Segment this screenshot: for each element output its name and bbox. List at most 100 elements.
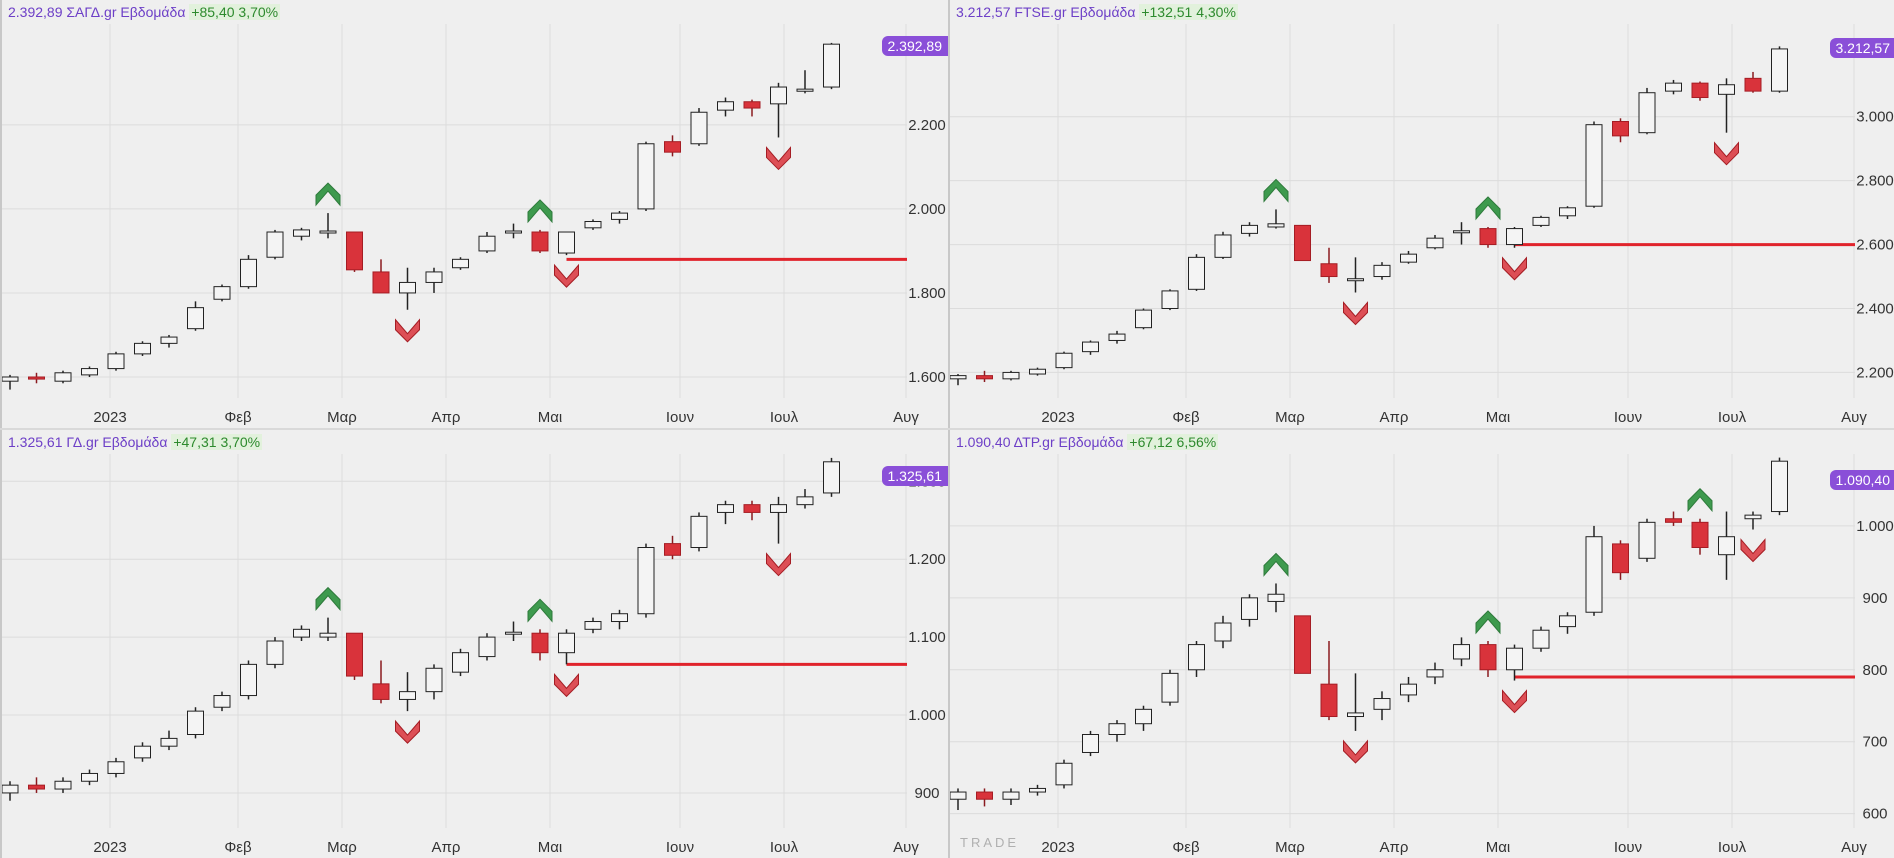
y-tick-label: 700 (1862, 734, 1887, 751)
candle-body (1665, 518, 1682, 523)
candle-body (1532, 216, 1550, 226)
chart-svg-sagd[interactable]: 2023 Φεβ Μαρ Απρ Μαι Ιουν Ιουλ Αυγ 1.600 1.800 2.0… (2, 0, 948, 428)
candle-body (1479, 644, 1497, 671)
candle (399, 672, 416, 712)
candle-body (399, 281, 416, 294)
candle (266, 637, 284, 669)
down-arrow-icon (1502, 689, 1527, 714)
candle (950, 374, 967, 386)
candle-body (976, 375, 993, 380)
last-price-badge: 1.325,61 (881, 466, 948, 486)
candle-body (293, 628, 310, 638)
candle-body (531, 231, 549, 252)
x-tick-label: Φεβ (1172, 409, 1200, 426)
candle (187, 301, 204, 331)
candle-body (690, 515, 708, 549)
candle-body (1426, 237, 1444, 249)
candle-body (1638, 521, 1656, 559)
candle (2, 781, 19, 801)
candle-body (823, 461, 840, 494)
header-change-pct: 3,70% (220, 434, 261, 450)
candle (1691, 518, 1709, 555)
header-change-value: +67,12 (1129, 434, 1173, 450)
candle (54, 777, 72, 793)
candle-body (452, 258, 469, 269)
candle-body (1267, 593, 1285, 602)
header-value: 1.090,40 (956, 434, 1011, 450)
candle (1029, 367, 1046, 376)
header-symbol: ΣΑΓΔ.gr (66, 4, 117, 20)
candle-body (1771, 460, 1788, 513)
candle-body (240, 663, 257, 697)
candle (54, 370, 72, 384)
y-tick-label: 800 (1862, 662, 1887, 679)
candle (558, 231, 575, 256)
header-period: Εβδομάδα (102, 434, 168, 450)
candle-body (134, 745, 151, 759)
candle-body (690, 111, 708, 145)
candle-body (1161, 290, 1179, 309)
candle-body (1585, 536, 1603, 613)
candle-body (319, 632, 337, 638)
candle (743, 99, 761, 117)
y-tick-label: 1.100 (908, 629, 946, 646)
candle-body (1267, 223, 1285, 228)
candle-body (1718, 536, 1735, 556)
candle-body (1055, 352, 1073, 369)
candle-body (1294, 615, 1311, 674)
candle-body (1029, 787, 1046, 793)
candle-body (1135, 708, 1152, 725)
header-value: 3.212,57 (956, 4, 1011, 20)
header-change-value: +85,40 (191, 4, 235, 20)
candle (1161, 669, 1179, 706)
candle (1135, 705, 1152, 731)
chart-panel-dtr[interactable]: 2023 Φεβ Μαρ Απρ Μαι Ιουν Ιουλ Αυγ 600 700 800 900 1… (948, 430, 1894, 858)
down-arrow-icon (1343, 301, 1368, 326)
candle-body (1347, 712, 1364, 718)
candle-body (54, 780, 72, 790)
candle-body (1002, 791, 1020, 800)
down-arrow-icon (554, 673, 579, 698)
chart-svg-gd[interactable]: 2023 Φεβ Μαρ Απρ Μαι Ιουν Ιουλ Αυγ 900 1.000 1.100… (2, 430, 948, 858)
candle (1294, 615, 1311, 674)
x-tick-label: Απρ (432, 409, 461, 426)
header-change: +47,31 3,70% (171, 434, 263, 450)
chart-panel-sagd[interactable]: 2023 Φεβ Μαρ Απρ Μαι Ιουν Ιουλ Αυγ 1.600 1.800 2.0… (0, 0, 948, 428)
candle-body (425, 667, 443, 693)
candle (584, 617, 602, 634)
y-tick-label: 3.000 (1856, 109, 1894, 126)
chart-svg-dtr[interactable]: 2023 Φεβ Μαρ Απρ Μαι Ιουν Ιουλ Αυγ 600 700 800 900 1… (950, 430, 1894, 858)
x-tick-label: Απρ (1380, 839, 1409, 856)
candle (1373, 691, 1391, 721)
candle (505, 621, 522, 641)
candle-body (1691, 521, 1709, 548)
chart-header: 1.090,40 ΔΤΡ.gr Εβδομάδα +67,12 6,56% (956, 434, 1219, 450)
candle-body (770, 86, 787, 105)
candle (1214, 231, 1232, 259)
candle-body (1426, 669, 1444, 678)
candle-body (743, 504, 761, 513)
candle (452, 648, 469, 677)
candle-body (107, 353, 125, 370)
x-tick-label: Αυγ (893, 409, 919, 426)
candle-body (1373, 698, 1391, 710)
x-tick-label: Αυγ (1841, 839, 1867, 856)
chart-panel-ftse[interactable]: 2023 Φεβ Μαρ Απρ Μαι Ιουν Ιουλ Αυγ 2.200 2.400 2.6… (948, 0, 1894, 428)
candle-body (319, 230, 337, 234)
candle-body (1082, 341, 1099, 353)
y-tick-label: 2.000 (908, 201, 946, 218)
candle-body (611, 613, 628, 623)
candle-body (1135, 309, 1152, 329)
candle-body (1108, 723, 1126, 736)
candle (1479, 641, 1497, 677)
chart-svg-ftse[interactable]: 2023 Φεβ Μαρ Απρ Μαι Ιουν Ιουλ Αυγ 2.200 2.400 2.6… (950, 0, 1894, 428)
candle-body (743, 101, 761, 109)
candle (1214, 615, 1232, 649)
candle-body (796, 88, 814, 92)
x-tick-label: Ιουν (666, 839, 694, 856)
candle (1002, 370, 1020, 381)
chart-panel-gd[interactable]: 2023 Φεβ Μαρ Απρ Μαι Ιουν Ιουλ Αυγ 900 1.000 1.100… (0, 430, 948, 858)
down-arrow-icon (395, 719, 420, 744)
candle (531, 629, 549, 661)
y-tick-label: 1.800 (908, 285, 946, 302)
